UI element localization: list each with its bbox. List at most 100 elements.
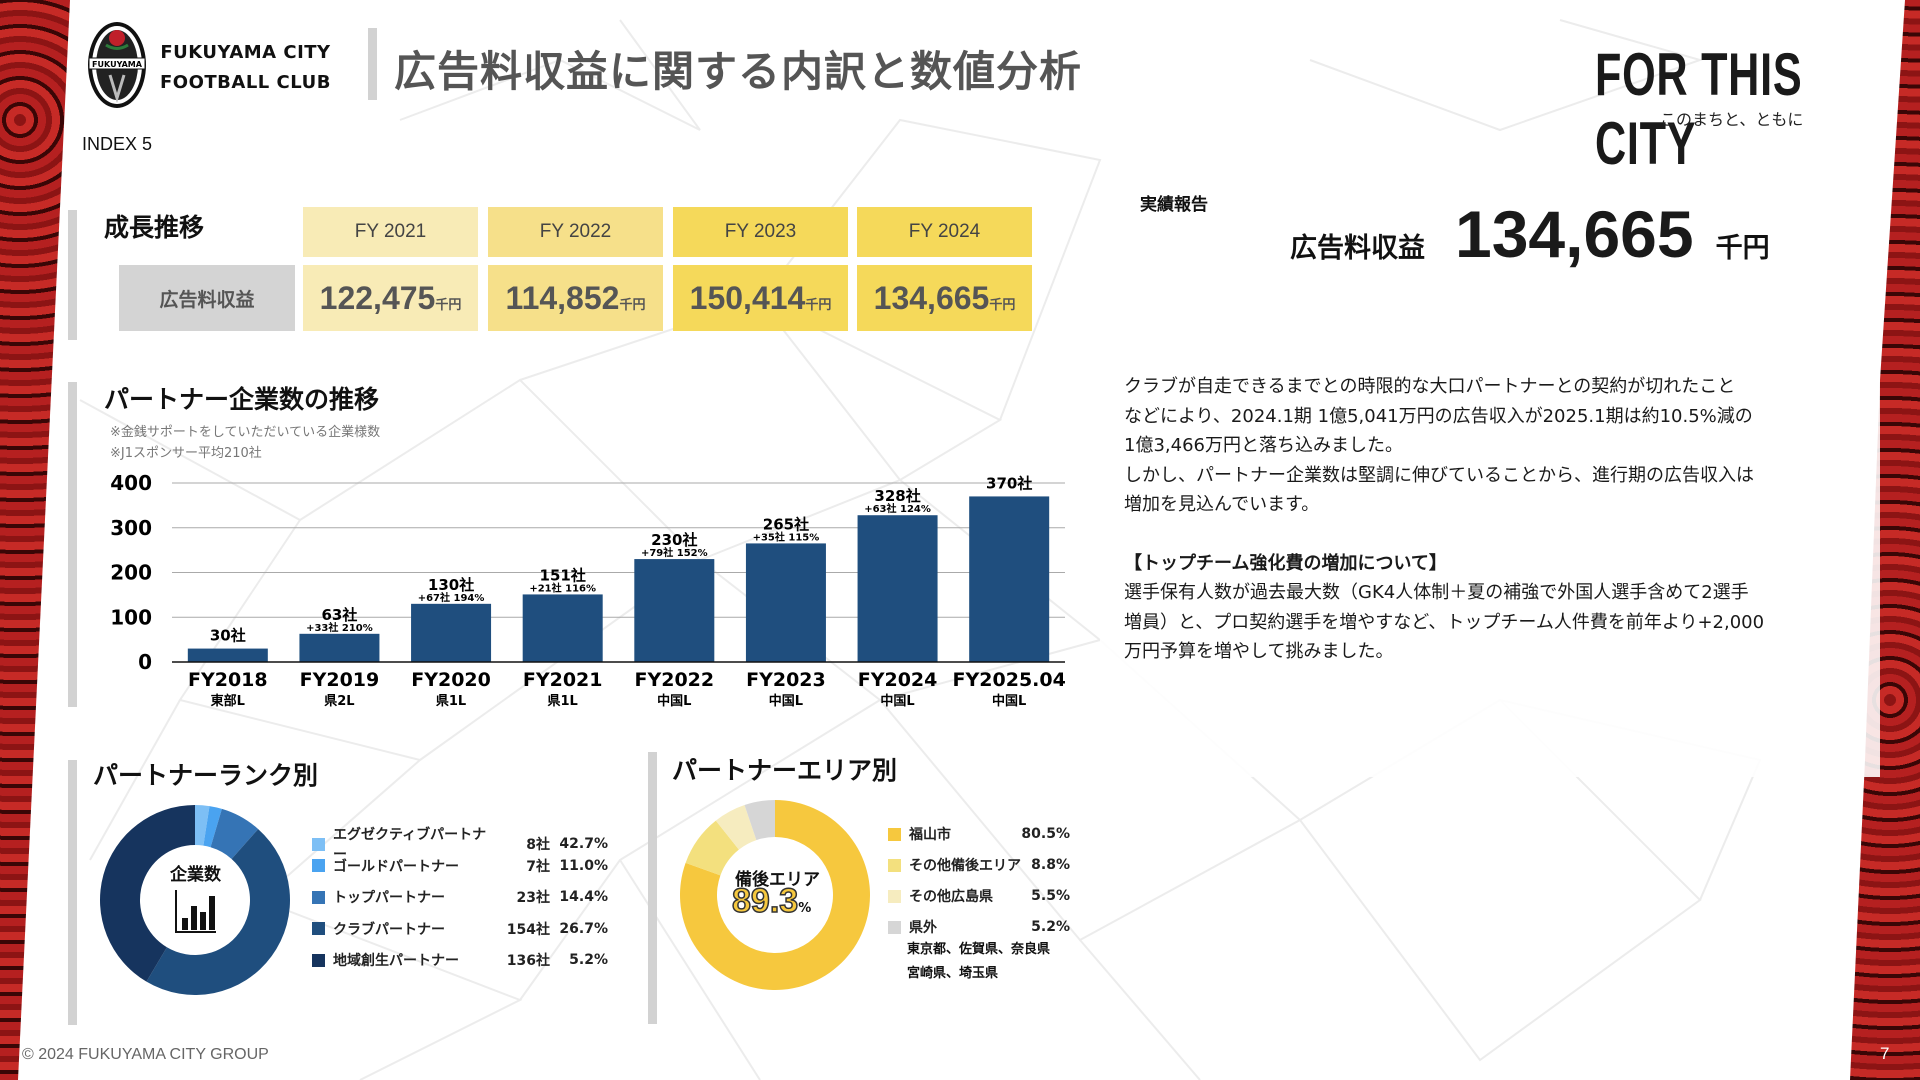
index-label: INDEX 5 [82, 134, 153, 154]
area-legend-item: その他広島県 5.5% [888, 886, 1070, 906]
legend-swatch [312, 953, 325, 967]
bar [745, 543, 826, 662]
growth-value-number: 150,414 [689, 279, 806, 316]
x-tick-label: FY2024 [858, 669, 938, 691]
growth-year-3: FY 2024 [857, 207, 1032, 257]
commentary-line: クラブが自走できるまでとの時限的な大口パートナーとの契約が切れたこと [1124, 376, 1736, 397]
commentary-line: しかし、パートナー企業数は堅調に伸びていることから、進行期の広告収入は [1124, 464, 1754, 486]
rank-slice [146, 829, 290, 995]
legend-name: エグゼクティブパートナー [333, 827, 487, 863]
legend-swatch [312, 859, 325, 872]
area-legend-item: 福山市 80.5% [888, 824, 1070, 844]
bar-value-label: 265社 [763, 515, 809, 533]
bar-chart-title: パートナー企業数の推移 [104, 385, 380, 414]
x-tick-label: FY2023 [746, 669, 826, 691]
bar-value-label: 30社 [210, 627, 246, 645]
legend-count: 23社 [516, 890, 550, 906]
page-number: 7 [1880, 1044, 1890, 1063]
rank-slice [100, 805, 195, 982]
x-tick-label: FY2020 [411, 669, 491, 691]
bar-value-label: 370社 [986, 474, 1032, 492]
bar-growth-label: +21社 116% [529, 581, 596, 594]
commentary-line: 増加を見込んでいます。 [1124, 494, 1320, 515]
area-slice [680, 800, 870, 990]
legend-name: ゴールドパートナー [333, 858, 459, 875]
area-legend-item: その他備後エリア 8.8% [888, 855, 1070, 875]
commentary: クラブが自走できるまでとの時限的な大口パートナーとの契約が切れたこと などにより… [1124, 372, 1844, 667]
growth-value-number: 122,475 [319, 279, 436, 316]
area-donut [680, 800, 870, 990]
x-tick-label: FY2019 [300, 669, 380, 691]
growth-section-bar [68, 210, 77, 340]
x-tick-sublabel: 県1L [436, 694, 466, 709]
growth-year-1: FY 2022 [488, 207, 663, 257]
area-center-label: 備後エリア [735, 870, 820, 890]
growth-value-unit: 千円 [435, 296, 462, 312]
bar [522, 594, 603, 662]
bar-chart-note-2: ※J1スポンサー平均210社 [110, 446, 262, 461]
rank-slice [195, 805, 210, 846]
commentary-line: 万円予算を増やして挑みました。 [1124, 641, 1394, 662]
tagline: FOR THIS CITY [1595, 41, 1803, 177]
report-panel [1100, 162, 1880, 777]
report-metric-value: 134,665 [1455, 197, 1694, 271]
area-outside-note-1: 東京都、佐賀県、奈良県 [907, 942, 1051, 957]
x-tick-sublabel: 中国L [992, 693, 1026, 709]
svg-text:FUKUYAMA: FUKUYAMA [92, 60, 143, 69]
bar-growth-label: +79社 152% [641, 546, 708, 559]
bar [857, 515, 938, 662]
rank-legend-item: エグゼクティブパートナー 8社 42.7% [312, 824, 608, 864]
growth-value-2: 150,414 千円 [673, 265, 848, 331]
bar-growth-label: +67社 194% [418, 591, 485, 604]
legend-percent: 11.0% [559, 857, 608, 874]
commentary-heading: 【トップチーム強化費の増加について】 [1124, 552, 1447, 574]
y-tick-label: 0 [138, 650, 152, 674]
rank-center-label: 企業数 [170, 865, 221, 885]
legend-count: 136社 [506, 953, 550, 969]
x-tick-label: FY2022 [635, 669, 715, 691]
club-logo: FUKUYAMA [88, 22, 146, 108]
bar-growth-label: +35社 115% [753, 530, 820, 543]
growth-value-1: 114,852 千円 [488, 265, 663, 331]
commentary-line: などにより、2024.1期 1億5,041万円の広告収入が2025.1期は約10… [1124, 405, 1753, 427]
legend-swatch [312, 837, 325, 851]
rank-section-bar [68, 760, 77, 1025]
growth-value-number: 134,665 [873, 279, 990, 316]
x-tick-sublabel: 中国L [880, 693, 914, 709]
legend-count: 7社 [526, 858, 550, 875]
x-tick-label: FY2021 [523, 669, 603, 691]
growth-value-unit: 千円 [989, 296, 1016, 312]
bar-value-label: 230社 [651, 531, 697, 549]
bar-growth-label: +33社 210% [306, 621, 373, 634]
report-metric: 広告料収益 134,665 千円 [1290, 196, 1770, 272]
growth-year-2: FY 2023 [673, 207, 848, 257]
rank-legend-item: ゴールドパートナー 7社 11.0% [312, 856, 608, 876]
title-accent-bar [368, 28, 377, 100]
legend-swatch [888, 920, 901, 934]
club-name-line2: FOOTBALL CLUB [160, 72, 331, 93]
legend-swatch [312, 922, 325, 935]
legend-swatch [312, 890, 325, 904]
bar-chart-icon [175, 890, 216, 933]
bar [969, 496, 1050, 662]
area-slice [744, 800, 775, 841]
legend-count: 8社 [526, 837, 550, 853]
rose-icon [109, 30, 125, 46]
area-chart-title: パートナーエリア別 [672, 756, 898, 785]
report-label: 実績報告 [1140, 195, 1208, 215]
legend-percent: 5.5% [1031, 888, 1070, 904]
report-metric-unit: 千円 [1715, 233, 1770, 264]
legend-name: 地域創生パートナー [333, 953, 459, 969]
report-metric-label: 広告料収益 [1290, 233, 1425, 264]
growth-label: 成長推移 [104, 213, 205, 242]
rank-donut [100, 805, 290, 995]
legend-name: その他広島県 [909, 889, 993, 905]
commentary-line: 選手保有人数が過去最大数（GK4人体制＋夏の補強で外国人選手含めて2選手 [1124, 582, 1749, 603]
y-tick-label: 100 [110, 605, 152, 629]
commentary-line: 増員）と、プロ契約選手を増やすなど、トップチーム人件費を前年より+2,000 [1124, 611, 1765, 633]
legend-swatch [888, 827, 901, 841]
area-center-unit: % [798, 901, 812, 916]
legend-percent: 26.7% [559, 920, 608, 937]
growth-year-0: FY 2021 [303, 207, 478, 257]
bar [634, 559, 715, 662]
